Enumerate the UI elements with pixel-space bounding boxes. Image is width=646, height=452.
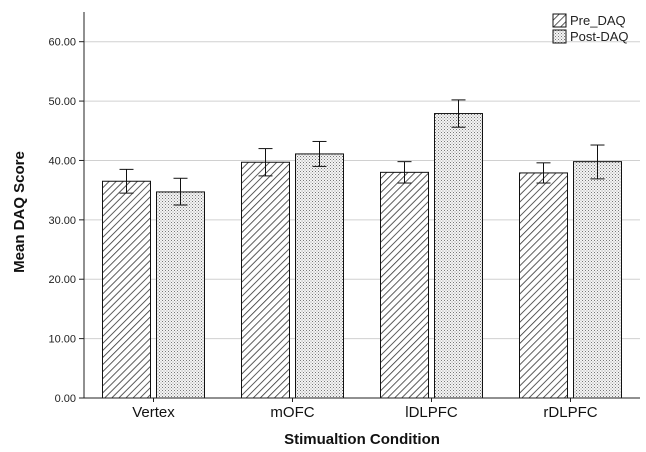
bar-post-daq-rdlpfc [573,161,622,399]
y-axis-title: Mean DAQ Score [11,151,28,273]
x-tick-label: rDLPFC [543,404,597,421]
bar-post-daq-vertex [156,191,205,399]
bar-pre-daq-rdlpfc [519,172,568,399]
axes: 0.00 10.00 20.00 30.00 40.00 50.00 60.00 Vertex… [48,12,640,421]
y-tick-label: 50.00 [48,96,76,108]
bar-post-daq-ldlpfc [434,113,483,399]
x-tick-label: mOFC [270,404,314,421]
legend-label: Pre_DAQ [570,13,626,28]
x-tick-label: lDLPFC [405,404,458,421]
x-tick-label: Vertex [132,404,175,421]
bar-post-daq-mofc [295,153,344,399]
y-tick-label: 60.00 [48,37,76,49]
y-tick-label: 40.00 [48,155,76,167]
legend-swatch [552,13,567,28]
bar-pre-daq-vertex [102,180,151,399]
bars [102,99,622,399]
legend-label: Post-DAQ [570,29,629,44]
bar-pre-daq-ldlpfc [380,171,429,399]
x-axis-title: Stimualtion Condition [284,431,440,448]
y-tick-label: 0.00 [55,393,76,405]
y-tick-label: 30.00 [48,215,76,227]
y-tick-label: 10.00 [48,334,76,346]
legend-swatch [552,29,567,44]
bar-pre-daq-mofc [241,161,290,399]
y-tick-label: 20.00 [48,274,76,286]
